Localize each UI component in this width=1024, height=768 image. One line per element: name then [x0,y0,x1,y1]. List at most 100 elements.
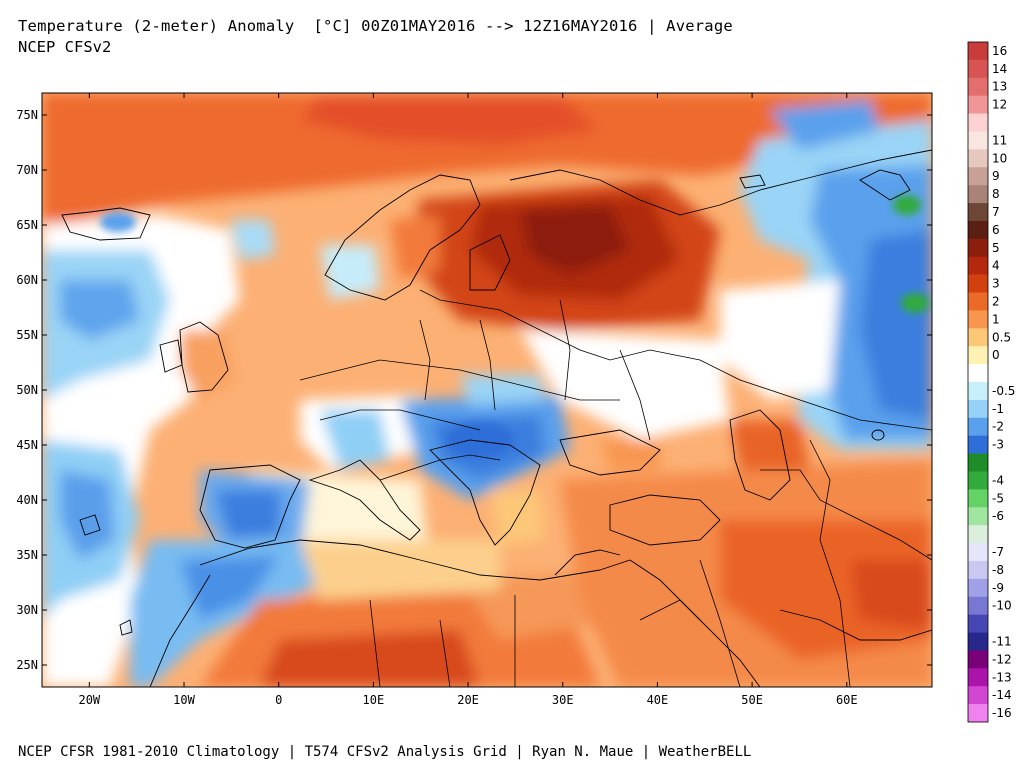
latitude-axis: 75N 70N 65N 60N 55N 50N 45N 40N 35N 30N 25N [16,108,932,672]
colorbar-swatch [968,399,988,419]
colorbar-swatch [968,256,988,275]
colorbar-swatch [968,77,988,96]
colorbar-swatch [968,614,988,633]
colorbar-swatch [968,417,988,436]
colorbar-swatch [968,346,988,365]
map-title: Temperature (2-meter) Anomaly [°C] 00Z01… [18,17,733,35]
colorbar-label: -11 [992,634,1012,648]
colorbar-swatch [968,650,988,669]
colorbar-swatch [968,435,988,454]
colorbar-label: 2 [992,294,1000,308]
colorbar-swatch [968,578,988,598]
lat-tick-label: 60N [16,273,38,287]
lat-tick-label: 35N [16,548,38,562]
lon-tick-label: 30E [552,693,574,707]
colorbar-swatch [968,292,988,311]
colorbar-label: 0.5 [992,330,1011,344]
colorbar-label: 7 [992,205,1000,219]
colorbar-label: -13 [992,670,1012,684]
colorbar-swatch [968,131,988,150]
colorbar-label: -7 [992,545,1004,559]
lat-tick-label: 45N [16,438,38,452]
lon-tick-label: 40E [647,693,669,707]
colorbar-swatch [968,59,988,79]
lon-tick-label: 50E [741,693,763,707]
colorbar-label: -4 [992,473,1004,487]
colorbar-label: 1 [992,312,1000,326]
colorbar-label: -9 [992,581,1004,595]
colorbar-swatch [968,382,988,401]
lon-tick-label: 10E [363,693,385,707]
colorbar-label: -8 [992,563,1004,577]
colorbar-label: -3 [992,438,1004,452]
lon-tick-label: 10W [173,693,195,707]
colorbar-label: 10 [992,151,1007,165]
colorbar-swatch [968,453,988,472]
colorbar-label: -14 [992,688,1012,702]
colorbar-label: 11 [992,133,1007,147]
colorbar-swatch [968,560,988,580]
colorbar-swatch [968,596,988,615]
colorbar-swatch [968,471,988,490]
colorbar-label: 14 [992,62,1007,76]
colorbar-swatch [968,167,988,186]
lon-tick-label: 20E [457,693,479,707]
lat-tick-label: 75N [16,108,38,122]
colorbar-swatch [968,328,988,347]
colorbar-swatch [968,507,988,526]
colorbar-label: 8 [992,187,1000,201]
colorbar-swatch [968,543,988,562]
data-credits: NCEP CFSR 1981-2010 Climatology | T574 C… [18,744,752,760]
lat-tick-label: 40N [16,493,38,507]
colorbar-label: -16 [992,706,1012,720]
colorbar-label: 12 [992,98,1007,112]
longitude-axis: 20W 10W 0 10E 20E 30E 40E 50E 60E [78,93,858,707]
colorbar-swatch [968,525,988,544]
lon-tick-label: 20W [78,693,100,707]
colorbar-label: -2 [992,420,1004,434]
colorbar-label: -5 [992,491,1004,505]
colorbar-swatch [968,668,988,687]
colorbar-label: 4 [992,259,1000,273]
colorbar-swatch [968,185,988,204]
colorbar-label: 9 [992,169,1000,183]
colorbar-label: 3 [992,277,1000,291]
anomaly-field [42,93,932,687]
colorbar-swatch [968,220,988,240]
colorbar-label: -0.5 [992,384,1015,398]
colorbar-label: -1 [992,402,1004,416]
colorbar-label: -10 [992,599,1012,613]
colorbar-border [967,41,989,723]
lat-tick-label: 30N [16,603,38,617]
colorbar-swatch [968,203,988,222]
coastlines [61,149,932,687]
colorbar-swatch [968,704,988,723]
colorbar-legend: 16 14 13 12 11 10 9 8 7 6 5 4 3 2 1 0.5 0 -0.5 -1 -2 -3 -4 -5 -… [967,41,1015,723]
colorbar-swatch [968,42,988,61]
colorbar-swatch [968,489,988,508]
colorbar-swatch [968,95,988,114]
model-name: NCEP CFSv2 [18,38,112,56]
colorbar-swatch [968,686,988,705]
colorbar-swatch [968,310,988,329]
colorbar-label: -12 [992,652,1012,666]
colorbar-swatch [968,238,988,258]
colorbar-swatch [968,632,988,651]
colorbar-swatch [968,274,988,293]
colorbar-label: 13 [992,80,1007,94]
lat-tick-label: 50N [16,383,38,397]
colorbar-label: 0 [992,348,1000,362]
lon-tick-label: 0 [275,693,282,707]
colorbar-swatch [968,364,988,383]
lat-tick-label: 55N [16,328,38,342]
lat-tick-label: 65N [16,218,38,232]
colorbar-label: 6 [992,223,1000,237]
colorbar-swatch [968,113,988,132]
colorbar-label: -6 [992,509,1004,523]
political-borders [299,289,932,687]
colorbar-swatch [968,149,988,168]
lat-tick-label: 70N [16,163,38,177]
colorbar-label: 16 [992,44,1007,58]
colorbar-label: 5 [992,241,1000,255]
lon-tick-label: 60E [836,693,858,707]
